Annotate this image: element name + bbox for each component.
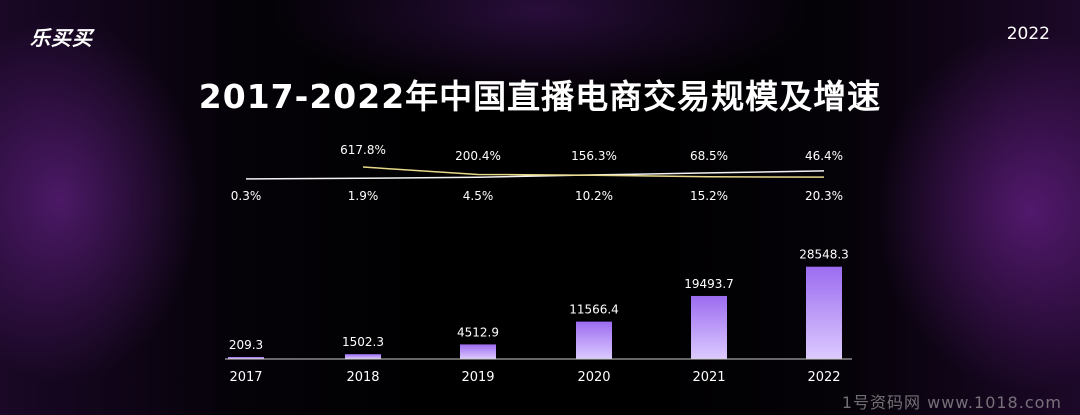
bar-2021 <box>691 295 727 359</box>
bar-2019 <box>460 344 496 359</box>
chart-title: 2017-2022年中国直播电商交易规模及增速 <box>198 77 882 116</box>
bar-value-label-2018: 1502.3 <box>342 335 384 349</box>
bar-2017 <box>228 357 264 359</box>
share-label-2019: 4.5% <box>463 189 494 203</box>
year-tag: 2022 <box>1006 24 1050 44</box>
growth-label-2022: 46.4% <box>805 149 843 163</box>
share-label-2017: 0.3% <box>231 189 262 203</box>
growth-label-2021: 68.5% <box>690 149 728 163</box>
share-label-2018: 1.9% <box>348 189 379 203</box>
x-tick-label-2017: 2017 <box>229 370 262 385</box>
growth-label-2019: 200.4% <box>455 149 501 163</box>
watermark: 1号资码网 www.1018.com <box>841 393 1062 412</box>
growth-line <box>362 166 825 178</box>
axis-layer: 2017 2018 2019 2020 2021 2022 <box>225 358 852 385</box>
growth-label-2018: 617.8% <box>340 143 386 157</box>
bar-value-label-2019: 4512.9 <box>457 325 499 339</box>
share-label-2020: 10.2% <box>575 189 613 203</box>
bar-value-label-2020: 11566.4 <box>569 303 619 317</box>
share-label-2021: 15.2% <box>690 189 728 203</box>
bars-layer: 209.3 1502.3 4512.9 11566.4 19493.7 28548.3 <box>228 248 849 359</box>
x-tick-label-2018: 2018 <box>346 370 379 385</box>
line-series-layer: 617.8% 200.4% 156.3% 68.5% 46.4% 0.3% 1.9% 4.5%… <box>231 143 843 203</box>
x-tick-label-2019: 2019 <box>461 370 494 385</box>
brand-logo: 乐买买 <box>30 26 93 50</box>
bar-2018 <box>345 354 381 359</box>
x-tick-label-2022: 2022 <box>807 370 840 385</box>
share-line <box>245 170 825 180</box>
growth-label-2020: 156.3% <box>571 149 617 163</box>
bar-value-label-2021: 19493.7 <box>684 277 734 291</box>
bar-2020 <box>576 321 612 359</box>
share-label-2022: 20.3% <box>805 189 843 203</box>
x-tick-label-2021: 2021 <box>692 370 725 385</box>
bar-value-label-2022: 28548.3 <box>799 248 849 262</box>
bar-2022 <box>806 266 842 359</box>
x-tick-label-2020: 2020 <box>577 370 610 385</box>
bar-value-label-2017: 209.3 <box>229 338 263 352</box>
